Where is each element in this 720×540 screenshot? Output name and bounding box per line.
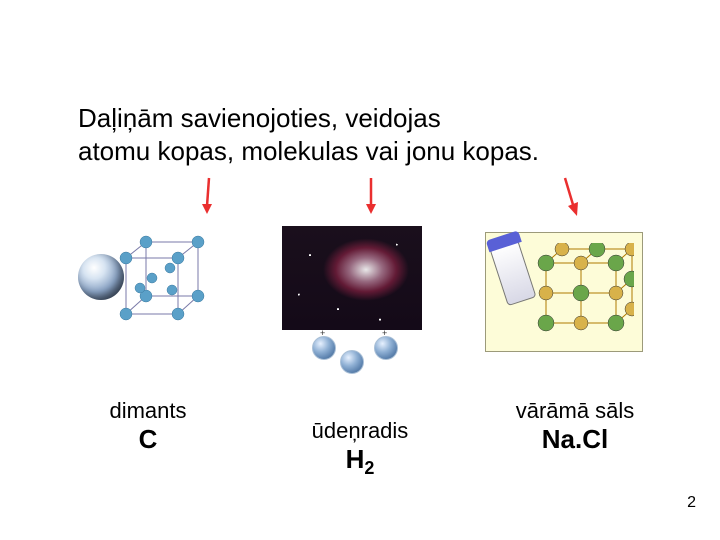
caption-hydrogen-name: ūdeņradis [290, 418, 430, 444]
atom-charge-label: + [320, 328, 325, 338]
salt-lattice-icon [534, 243, 634, 343]
atom-charge-label: + [382, 328, 387, 338]
caption-salt-name: vārāmā sāls [500, 398, 650, 424]
h2-atom-icon [312, 336, 336, 360]
salt-shaker-icon [489, 240, 536, 306]
figure-diamond [78, 232, 208, 324]
h2-atom-icon [340, 350, 364, 374]
caption-salt-formula: Na.Cl [500, 424, 650, 455]
figure-hydrogen: + + [282, 226, 422, 380]
slide-heading: Daļiņām savienojoties, veidojas atomu ko… [78, 102, 539, 167]
h2-atom-icon [374, 336, 398, 360]
caption-hydrogen: ūdeņradis H2 [290, 418, 430, 479]
arrow-to-atoms [200, 176, 218, 216]
heading-line-1: Daļiņām savienojoties, veidojas [78, 103, 441, 133]
caption-diamond-name: dimants [98, 398, 198, 424]
arrow-to-molecules [362, 176, 380, 216]
caption-diamond: dimants C [98, 398, 198, 455]
figure-salt [485, 232, 643, 352]
nebula-icon [282, 226, 422, 330]
caption-hydrogen-formula: H2 [290, 444, 430, 479]
caption-diamond-formula: C [98, 424, 198, 455]
heading-line-2: atomu kopas, molekulas vai jonu kopas. [78, 136, 539, 166]
diamond-lattice-icon [112, 232, 208, 324]
caption-salt: vārāmā sāls Na.Cl [500, 398, 650, 455]
arrow-to-ions [560, 176, 582, 220]
page-number: 2 [687, 494, 696, 512]
